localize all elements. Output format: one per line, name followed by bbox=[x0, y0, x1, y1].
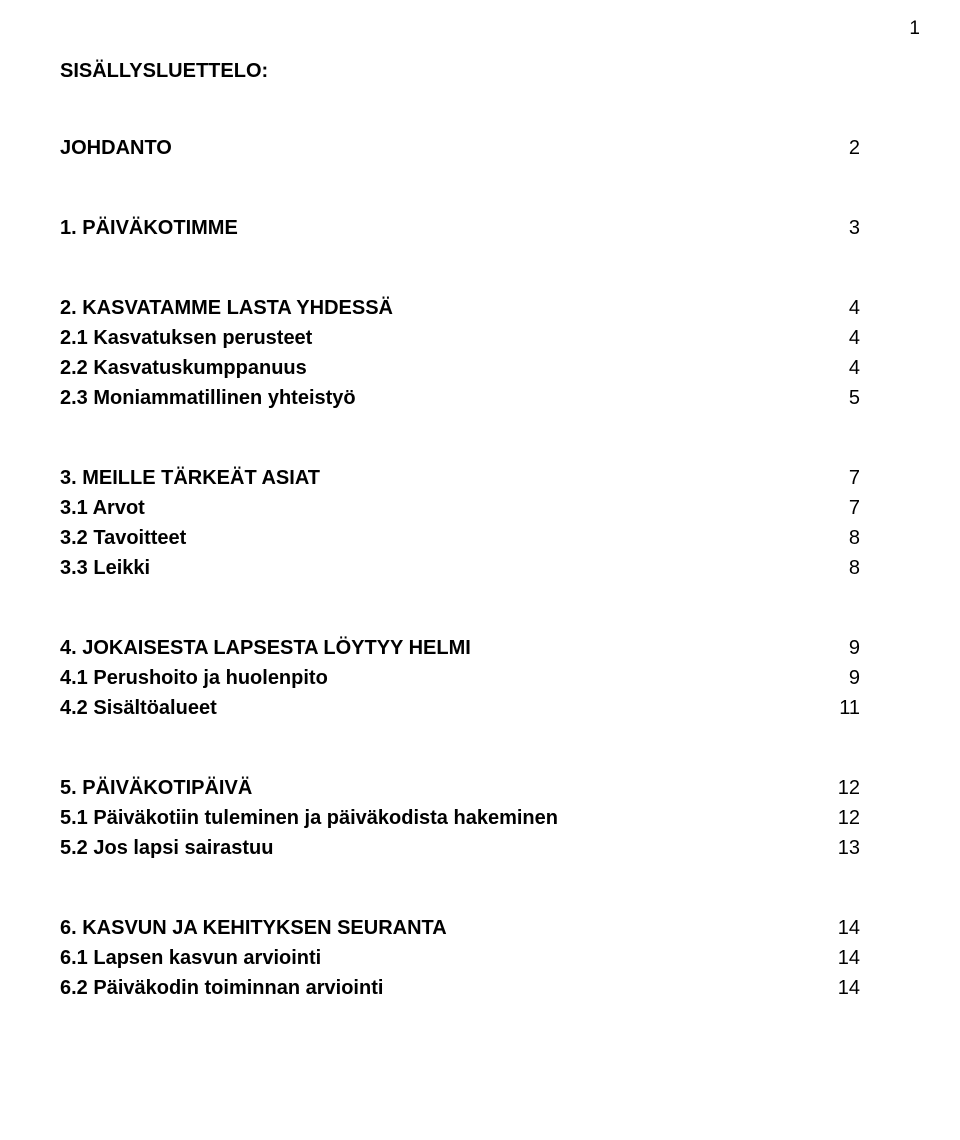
toc-row-page: 13 bbox=[830, 833, 860, 863]
toc-row: 3. MEILLE TÄRKEÄT ASIAT 7 bbox=[60, 463, 860, 493]
toc-row: 5. PÄIVÄKOTIPÄIVÄ 12 bbox=[60, 773, 860, 803]
toc-row: 6.2 Päiväkodin toiminnan arviointi 14 bbox=[60, 973, 860, 1003]
toc-row-label: 2.1 Kasvatuksen perusteet bbox=[60, 323, 312, 353]
page-number: 1 bbox=[909, 18, 920, 40]
toc-row-label: 4. JOKAISESTA LAPSESTA LÖYTYY HELMI bbox=[60, 633, 471, 663]
toc-row-page: 9 bbox=[830, 663, 860, 693]
toc-content: SISÄLLYSLUETTELO: JOHDANTO 2 1. PÄIVÄKOTIM… bbox=[0, 0, 960, 1003]
toc-section: JOHDANTO 2 bbox=[60, 133, 860, 163]
toc-row-page: 12 bbox=[830, 803, 860, 833]
toc-row-page: 7 bbox=[830, 493, 860, 523]
toc-row: 3.3 Leikki 8 bbox=[60, 553, 860, 583]
toc-row-label: 4.2 Sisältöalueet bbox=[60, 693, 217, 723]
toc-row-page: 4 bbox=[830, 323, 860, 353]
toc-row-page: 9 bbox=[830, 633, 860, 663]
toc-row: 6.1 Lapsen kasvun arviointi 14 bbox=[60, 943, 860, 973]
toc-row-label: 5. PÄIVÄKOTIPÄIVÄ bbox=[60, 773, 252, 803]
toc-row-label: 6. KASVUN JA KEHITYKSEN SEURANTA bbox=[60, 913, 447, 943]
toc-row-page: 4 bbox=[830, 353, 860, 383]
toc-row-label: 6.1 Lapsen kasvun arviointi bbox=[60, 943, 321, 973]
toc-row: 5.2 Jos lapsi sairastuu 13 bbox=[60, 833, 860, 863]
toc-section: 3. MEILLE TÄRKEÄT ASIAT73.1 Arvot73.2 Ta… bbox=[60, 463, 860, 583]
toc-row: 4.1 Perushoito ja huolenpito 9 bbox=[60, 663, 860, 693]
toc-row: 4. JOKAISESTA LAPSESTA LÖYTYY HELMI 9 bbox=[60, 633, 860, 663]
toc-row: 6. KASVUN JA KEHITYKSEN SEURANTA 14 bbox=[60, 913, 860, 943]
toc-row-label: 6.2 Päiväkodin toiminnan arviointi bbox=[60, 973, 383, 1003]
toc-row-label: JOHDANTO bbox=[60, 133, 172, 163]
toc-row-label: 4.1 Perushoito ja huolenpito bbox=[60, 663, 328, 693]
toc-row-label: 3. MEILLE TÄRKEÄT ASIAT bbox=[60, 463, 320, 493]
toc-row-page: 7 bbox=[830, 463, 860, 493]
toc-row-label: 3.3 Leikki bbox=[60, 553, 150, 583]
toc-row-page: 12 bbox=[830, 773, 860, 803]
toc-row-page: 8 bbox=[830, 553, 860, 583]
toc-row-page: 3 bbox=[830, 213, 860, 243]
toc-row-label: 3.1 Arvot bbox=[60, 493, 145, 523]
toc-row-page: 4 bbox=[830, 293, 860, 323]
toc-row-page: 14 bbox=[830, 973, 860, 1003]
toc-row: 2.2 Kasvatuskumppanuus 4 bbox=[60, 353, 860, 383]
toc-row: 2.1 Kasvatuksen perusteet 4 bbox=[60, 323, 860, 353]
toc-section: 1. PÄIVÄKOTIMME 3 bbox=[60, 213, 860, 243]
toc-row: JOHDANTO 2 bbox=[60, 133, 860, 163]
toc-row: 1. PÄIVÄKOTIMME 3 bbox=[60, 213, 860, 243]
toc-row-page: 11 bbox=[830, 693, 860, 723]
toc-row: 3.2 Tavoitteet 8 bbox=[60, 523, 860, 553]
toc-row-label: 3.2 Tavoitteet bbox=[60, 523, 186, 553]
toc-row-label: 2.2 Kasvatuskumppanuus bbox=[60, 353, 307, 383]
toc-row-label: 5.2 Jos lapsi sairastuu bbox=[60, 833, 273, 863]
toc-row: 2. KASVATAMME LASTA YHDESSÄ 4 bbox=[60, 293, 860, 323]
toc-section: 4. JOKAISESTA LAPSESTA LÖYTYY HELMI94.1 … bbox=[60, 633, 860, 723]
toc-section: 2. KASVATAMME LASTA YHDESSÄ42.1 Kasvatuk… bbox=[60, 293, 860, 413]
toc-row-label: 1. PÄIVÄKOTIMME bbox=[60, 213, 238, 243]
toc-title: SISÄLLYSLUETTELO: bbox=[60, 60, 860, 83]
toc-row-page: 8 bbox=[830, 523, 860, 553]
toc-row-label: 2.3 Moniammatillinen yhteistyö bbox=[60, 383, 356, 413]
toc-row-page: 5 bbox=[830, 383, 860, 413]
toc-section: 6. KASVUN JA KEHITYKSEN SEURANTA146.1 La… bbox=[60, 913, 860, 1003]
toc-row-label: 5.1 Päiväkotiin tuleminen ja päiväkodist… bbox=[60, 803, 558, 833]
toc-row: 2.3 Moniammatillinen yhteistyö 5 bbox=[60, 383, 860, 413]
toc-row-page: 2 bbox=[830, 133, 860, 163]
toc-row-page: 14 bbox=[830, 913, 860, 943]
toc-section: 5. PÄIVÄKOTIPÄIVÄ 12 5.1 Päiväkotiin tulem… bbox=[60, 773, 860, 863]
toc-row: 4.2 Sisältöalueet 11 bbox=[60, 693, 860, 723]
toc-sections: JOHDANTO 2 1. PÄIVÄKOTIMME 3 2. KASVATAMME L… bbox=[60, 133, 860, 1003]
toc-row-label: 2. KASVATAMME LASTA YHDESSÄ bbox=[60, 293, 393, 323]
toc-row: 3.1 Arvot 7 bbox=[60, 493, 860, 523]
toc-row: 5.1 Päiväkotiin tuleminen ja päiväkodist… bbox=[60, 803, 860, 833]
toc-row-page: 14 bbox=[830, 943, 860, 973]
